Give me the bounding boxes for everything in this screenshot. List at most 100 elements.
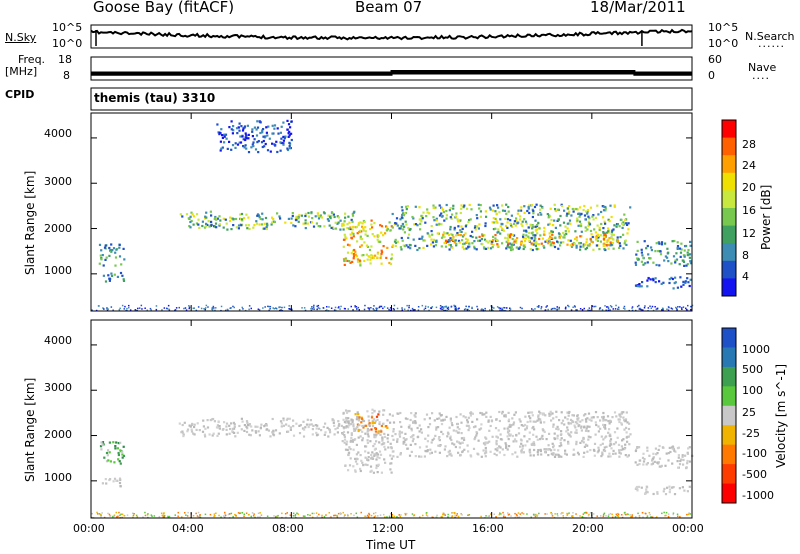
power-echo-cell	[404, 220, 407, 223]
velocity-echo-cell	[506, 431, 510, 434]
power-echo-cell	[239, 213, 242, 216]
velocity-scatter-cell	[656, 516, 658, 518]
power-echo-cell	[636, 240, 639, 243]
power-scatter-cell	[268, 305, 270, 308]
velocity-echo-cell	[346, 431, 350, 434]
velocity-scatter-cell	[235, 514, 237, 517]
velocity-scatter-cell	[223, 515, 226, 518]
velocity-echo-cell	[634, 449, 637, 453]
velocity-scatter-cell	[275, 515, 277, 518]
velocity-scatter-cell	[147, 513, 149, 515]
power-echo-cell	[234, 217, 238, 221]
power-scatter-cell	[601, 309, 604, 311]
power-echo-cell	[676, 246, 679, 249]
power-echo-cell	[594, 231, 597, 234]
velocity-scatter-cell	[425, 514, 428, 516]
power-echo-cell	[485, 240, 488, 243]
velocity-echo-cell	[684, 454, 687, 457]
power-echo-cell	[101, 254, 104, 257]
power-echo-cell	[605, 244, 608, 247]
power-scatter-cell	[609, 309, 611, 311]
velocity-echo-cell	[560, 444, 563, 447]
velocity-scatter-cell	[451, 515, 454, 517]
power-echo-cell	[585, 210, 588, 213]
velocity-echo-cell	[673, 449, 676, 452]
velocity-echo-cell	[529, 451, 532, 454]
velocity-echo-cell	[508, 423, 511, 426]
power-scatter-cell	[465, 305, 467, 308]
date-title: 18/Mar/2011	[590, 0, 686, 16]
velocity-echo-cell	[375, 458, 378, 461]
power-scatter-cell	[281, 306, 283, 309]
power-echo-cell	[414, 223, 418, 226]
velocity-echo-cell	[352, 427, 356, 430]
power-scatter-cell	[354, 306, 357, 308]
velocity-echo-cell	[688, 460, 691, 463]
power-echo-cell	[539, 204, 542, 207]
power-echo-cell	[496, 244, 499, 247]
velocity-echo-cell	[317, 427, 321, 430]
velocity-echo-cell	[469, 411, 473, 414]
power-echo-cell	[494, 227, 497, 230]
velocity-echo-cell	[388, 413, 391, 416]
velocity-echo-cell	[327, 435, 330, 438]
velocity-scatter-cell	[572, 512, 574, 514]
power-echo-cell	[207, 220, 210, 223]
velocity-echo-cell	[526, 420, 529, 424]
velocity-echo-cell	[228, 432, 231, 435]
power-echo-cell	[448, 243, 451, 246]
velocity-echo-cell	[620, 422, 623, 425]
power-echo-cell	[116, 275, 119, 278]
velocity-echo-cell	[576, 419, 579, 422]
velocity-scatter-cell	[333, 514, 335, 517]
velocity-echo-cell	[454, 445, 457, 449]
velocity-echo-cell	[193, 425, 196, 429]
velocity-scatter-cell	[603, 512, 606, 515]
power-echo-cell	[545, 239, 548, 242]
velocity-echo-cell	[396, 440, 399, 443]
velocity-echo-cell	[587, 430, 590, 433]
velocity-echo-cell	[289, 428, 292, 431]
power-echo-cell	[494, 210, 497, 213]
velocity-scatter-cell	[302, 515, 305, 517]
velocity-scatter-cell	[534, 515, 537, 518]
velocity-echo-cell	[529, 420, 532, 423]
velocity-echo-cell	[671, 486, 674, 489]
velocity-echo-cell	[645, 463, 648, 466]
velocity-echo-cell	[624, 443, 627, 446]
nsky-series	[90, 28, 693, 41]
velocity-scatter-cell	[677, 515, 679, 517]
velocity-scatter-cell	[108, 513, 111, 516]
velocity-echo-cell	[282, 417, 285, 420]
power-echo-cell	[589, 206, 592, 209]
power-echo-cell	[674, 276, 677, 279]
power-echo-cell	[603, 236, 606, 239]
power-scatter-cell	[439, 305, 442, 307]
power-echo-cell	[563, 234, 566, 237]
power-echo-cell	[534, 237, 537, 240]
velocity-echo-cell	[343, 420, 346, 424]
power-colorbar-swatch	[722, 278, 736, 297]
power-scatter-cell	[605, 309, 607, 311]
velocity-ylabel: Slant Range [km]	[23, 377, 37, 482]
velocity-echo-cell	[373, 448, 376, 451]
velocity-echo-cell	[259, 426, 262, 429]
power-echo-cell	[527, 235, 530, 238]
power-echo-cell	[259, 120, 262, 123]
power-scatter-cell	[146, 309, 148, 312]
power-echo-cell	[596, 224, 599, 227]
power-echo-cell	[343, 263, 346, 266]
power-echo-cell	[603, 242, 606, 245]
velocity-echo-cell	[334, 428, 337, 431]
power-echo-cell	[396, 224, 399, 227]
power-echo-cell	[259, 217, 262, 221]
power-echo-cell	[265, 225, 268, 228]
power-echo-cell	[112, 247, 116, 250]
velocity-echo-cell	[669, 450, 672, 454]
velocity-echo-cell	[579, 420, 582, 423]
velocity-echo-cell	[466, 419, 469, 422]
velocity-echo-cell	[686, 452, 689, 455]
power-echo-cell	[290, 138, 293, 142]
velocity-echo-cell	[435, 428, 438, 431]
power-echo-cell	[245, 137, 248, 140]
